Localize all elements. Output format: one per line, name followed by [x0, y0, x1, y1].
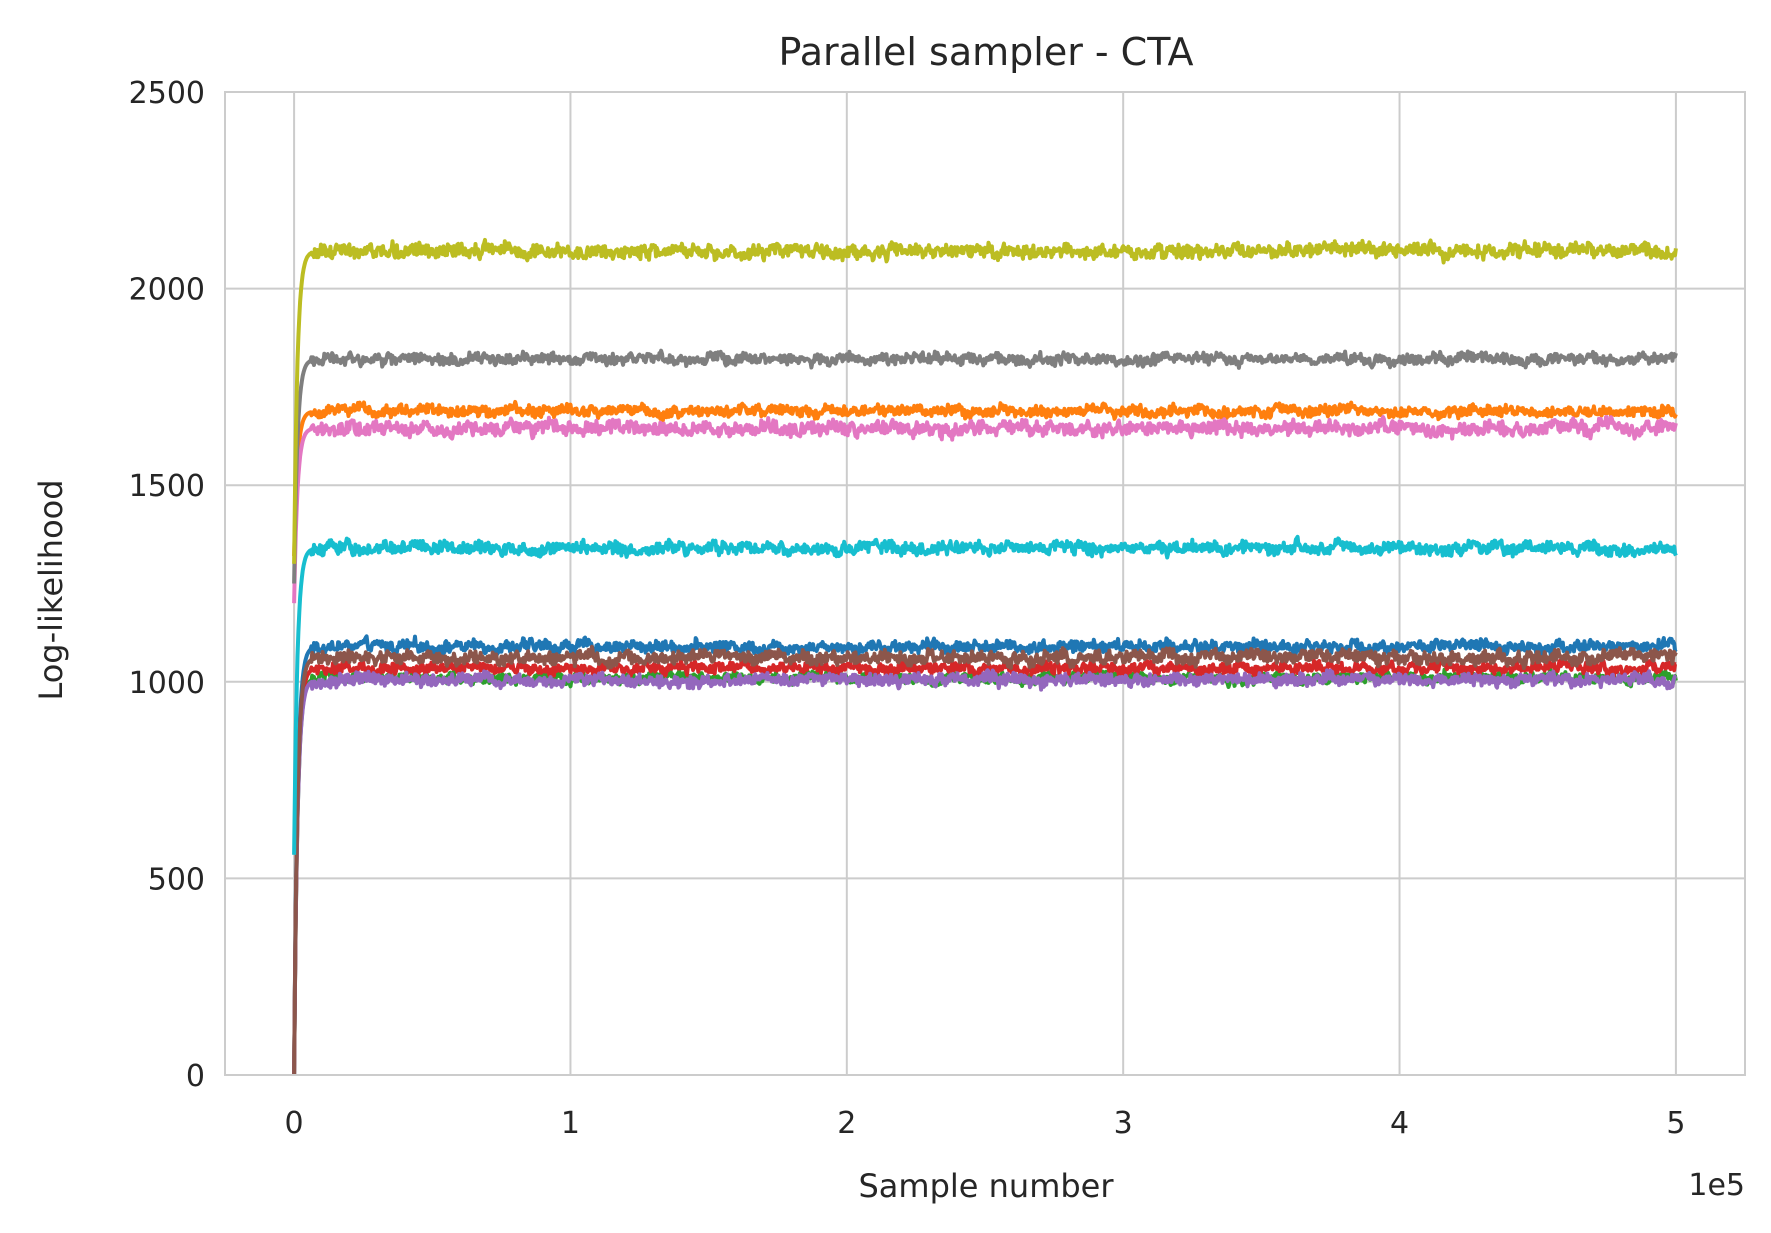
y-tick-label: 1000	[129, 666, 205, 701]
x-tick-label: 0	[285, 1106, 304, 1141]
series-line	[292, 415, 1678, 604]
x-tick-labels: 0 1 2 3 4 5	[285, 1106, 1686, 1141]
series-line	[292, 399, 1678, 557]
series-line	[292, 348, 1678, 584]
series-line	[292, 644, 1678, 1076]
y-tick-label: 0	[186, 1059, 205, 1094]
x-tick-label: 3	[1114, 1106, 1133, 1141]
y-tick-labels: 0 500 1000 1500 2000 2500	[129, 76, 205, 1094]
y-tick-label: 1500	[129, 469, 205, 504]
series-layer	[292, 237, 1678, 1076]
series-line	[292, 634, 1678, 1076]
y-tick-label: 2500	[129, 76, 205, 111]
x-tick-label: 2	[837, 1106, 856, 1141]
series-line	[292, 237, 1678, 564]
x-axis-label: Sample number	[858, 1167, 1114, 1205]
x-tick-label: 1	[561, 1106, 580, 1141]
x-tick-label: 4	[1390, 1106, 1409, 1141]
y-tick-label: 500	[148, 862, 205, 897]
series-line	[292, 534, 1678, 855]
y-axis-label: Log-likelihood	[32, 479, 70, 700]
plot-frame	[224, 91, 1746, 1076]
series-line	[292, 668, 1678, 1076]
y-tick-label: 2000	[129, 273, 205, 308]
x-offset-label: 1e5	[1688, 1168, 1745, 1203]
x-tick-label: 5	[1666, 1106, 1685, 1141]
chart-title: Parallel sampler - CTA	[779, 30, 1194, 74]
